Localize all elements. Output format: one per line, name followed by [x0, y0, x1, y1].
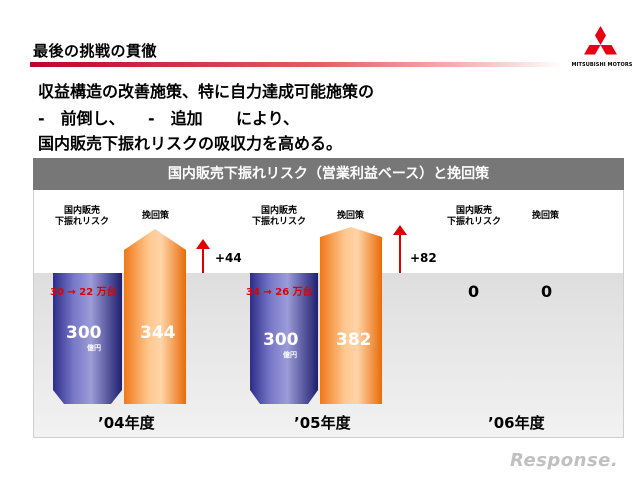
risk-label: 国内販売 下振れリスク: [55, 206, 110, 227]
recovery-label: 挽回策: [142, 211, 170, 221]
risk-value: 300: [263, 330, 299, 350]
risk-value: 300: [66, 323, 102, 343]
increase-arrow-head: [393, 225, 407, 235]
risk-label: 国内販売 下振れリスク: [252, 206, 307, 227]
risk-bar: [53, 273, 122, 404]
body-line-2b: - 追加: [148, 109, 203, 128]
risk-unit: 億円: [283, 351, 297, 359]
risk-bar: [250, 273, 318, 404]
panel-title: 国内販売下振れリスク（営業利益ベース）と挽回策: [33, 158, 624, 190]
fiscal-year: ’04年度: [98, 414, 155, 432]
risk-label: 国内販売 下振れリスク: [447, 206, 502, 227]
response-watermark: Response.: [510, 450, 619, 471]
recovery-value: 382: [336, 330, 372, 350]
risk-value: 0: [468, 282, 480, 301]
increase-value: +82: [410, 251, 437, 265]
mitsubishi-logo-icon: [584, 26, 617, 55]
title-underline: [30, 62, 562, 67]
increase-arrow-head: [196, 239, 210, 249]
recovery-value: 0: [541, 282, 553, 301]
body-line-3: 国内販売下振れリスクの吸収力を高める。: [38, 134, 343, 153]
recovery-value: 344: [140, 323, 176, 343]
body-line-2c: により、: [236, 109, 300, 128]
body-line-1: 収益構造の改善施策、特に自力達成可能施策の: [38, 82, 375, 101]
recovery-label: 挽回策: [337, 211, 365, 221]
risk-note: 34 → 26 万台: [246, 287, 313, 298]
increase-value: +44: [215, 251, 242, 265]
brand-name: MITSUBISHI MOTORS: [571, 62, 633, 68]
fiscal-year: ’06年度: [488, 414, 545, 432]
risk-unit: 億円: [87, 344, 101, 352]
slide-title: 最後の挑戦の貫徹: [33, 42, 158, 60]
fiscal-year: ’05年度: [294, 414, 351, 432]
risk-note: 30 → 22 万台: [50, 287, 117, 298]
body-line-2a: - 前倒し、: [38, 109, 125, 128]
recovery-bar: [124, 229, 186, 404]
recovery-bar: [320, 227, 382, 404]
recovery-label: 挽回策: [532, 211, 560, 221]
